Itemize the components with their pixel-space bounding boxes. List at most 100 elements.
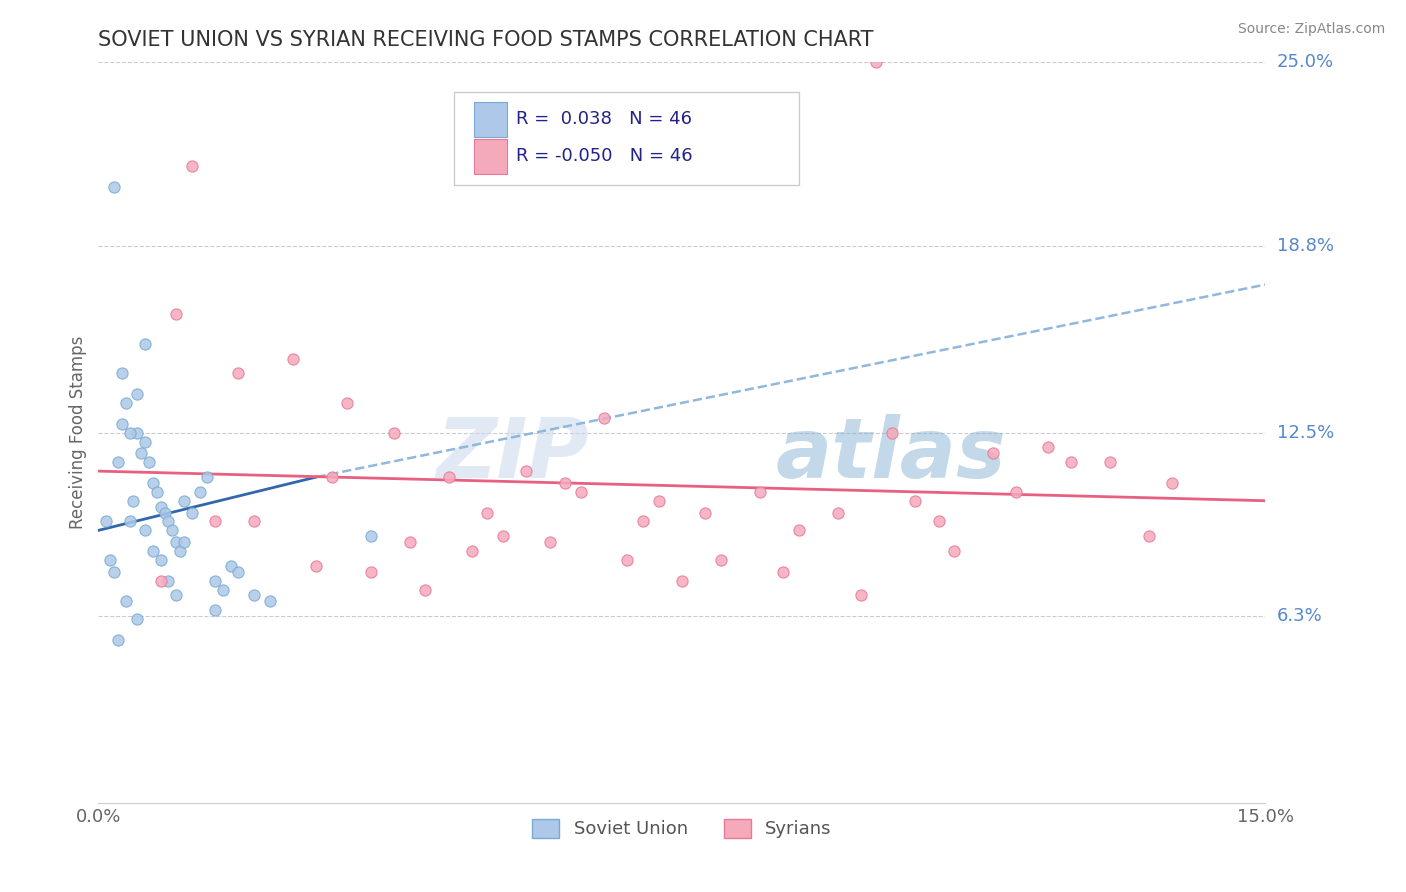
Point <box>1060 455 1083 469</box>
Point <box>259 594 281 608</box>
Point <box>492 529 515 543</box>
Point <box>122 493 145 508</box>
Point <box>228 367 250 381</box>
FancyBboxPatch shape <box>454 92 799 185</box>
Point <box>477 506 499 520</box>
Text: 25.0%: 25.0% <box>1277 54 1334 71</box>
Point <box>146 484 169 499</box>
Point <box>281 351 304 366</box>
Point <box>188 484 211 499</box>
Point <box>880 425 903 440</box>
Text: R =  0.038   N = 46: R = 0.038 N = 46 <box>516 111 692 128</box>
Point <box>98 553 121 567</box>
Point <box>142 475 165 490</box>
Point <box>127 387 149 401</box>
Point <box>180 159 202 173</box>
Point <box>127 612 149 626</box>
Point <box>827 506 849 520</box>
Point <box>204 574 226 588</box>
Point <box>118 425 141 440</box>
Point <box>129 446 152 460</box>
Point <box>461 544 484 558</box>
Point <box>134 336 156 351</box>
Point <box>165 535 187 549</box>
Point <box>593 410 616 425</box>
Point <box>180 506 202 520</box>
Point <box>195 470 218 484</box>
Point <box>437 470 460 484</box>
Point <box>1036 441 1059 455</box>
Point <box>96 515 118 529</box>
Text: 6.3%: 6.3% <box>1277 607 1322 625</box>
Point <box>219 558 242 573</box>
Point <box>865 55 887 70</box>
Text: R = -0.050   N = 46: R = -0.050 N = 46 <box>516 147 693 165</box>
Point <box>204 603 226 617</box>
Point <box>515 464 537 478</box>
Legend: Soviet Union, Syrians: Soviet Union, Syrians <box>524 812 839 846</box>
Point <box>772 565 794 579</box>
Text: ZIP: ZIP <box>436 414 589 495</box>
FancyBboxPatch shape <box>474 102 508 137</box>
Point <box>142 544 165 558</box>
Point <box>631 515 654 529</box>
Point <box>569 484 592 499</box>
Point <box>647 493 669 508</box>
Point <box>538 535 561 549</box>
Point <box>360 565 382 579</box>
Point <box>162 524 184 538</box>
Point <box>204 515 226 529</box>
Point <box>849 589 872 603</box>
Point <box>243 515 266 529</box>
Point <box>134 434 156 449</box>
Point <box>173 493 195 508</box>
Point <box>157 515 180 529</box>
Point <box>165 307 187 321</box>
Point <box>138 455 160 469</box>
Point <box>748 484 770 499</box>
Point <box>981 446 1004 460</box>
Point <box>554 475 576 490</box>
Point <box>149 500 172 514</box>
Point <box>710 553 733 567</box>
Point <box>114 594 136 608</box>
Text: Source: ZipAtlas.com: Source: ZipAtlas.com <box>1237 22 1385 37</box>
Point <box>1098 455 1121 469</box>
FancyBboxPatch shape <box>474 138 508 174</box>
Point <box>1005 484 1028 499</box>
Point <box>157 574 180 588</box>
Point <box>904 493 927 508</box>
Point <box>169 544 191 558</box>
Point <box>616 553 638 567</box>
Point <box>107 455 129 469</box>
Point <box>1161 475 1184 490</box>
Point <box>134 524 156 538</box>
Point <box>360 529 382 543</box>
Y-axis label: Receiving Food Stamps: Receiving Food Stamps <box>69 336 87 529</box>
Text: 18.8%: 18.8% <box>1277 237 1333 255</box>
Point <box>321 470 343 484</box>
Point <box>398 535 420 549</box>
Point <box>165 589 187 603</box>
Point <box>243 589 266 603</box>
Point <box>149 553 172 567</box>
Point <box>928 515 950 529</box>
Text: 12.5%: 12.5% <box>1277 424 1334 442</box>
Text: SOVIET UNION VS SYRIAN RECEIVING FOOD STAMPS CORRELATION CHART: SOVIET UNION VS SYRIAN RECEIVING FOOD ST… <box>98 29 875 50</box>
Point <box>114 396 136 410</box>
Point <box>149 574 172 588</box>
Point <box>173 535 195 549</box>
Point <box>103 179 125 194</box>
Point <box>413 582 436 597</box>
Point <box>107 632 129 647</box>
Point <box>787 524 810 538</box>
Point <box>382 425 405 440</box>
Point <box>111 417 134 431</box>
Point <box>671 574 693 588</box>
Point <box>943 544 966 558</box>
Point <box>103 565 125 579</box>
Point <box>305 558 328 573</box>
Point <box>212 582 235 597</box>
Point <box>118 515 141 529</box>
Point <box>228 565 250 579</box>
